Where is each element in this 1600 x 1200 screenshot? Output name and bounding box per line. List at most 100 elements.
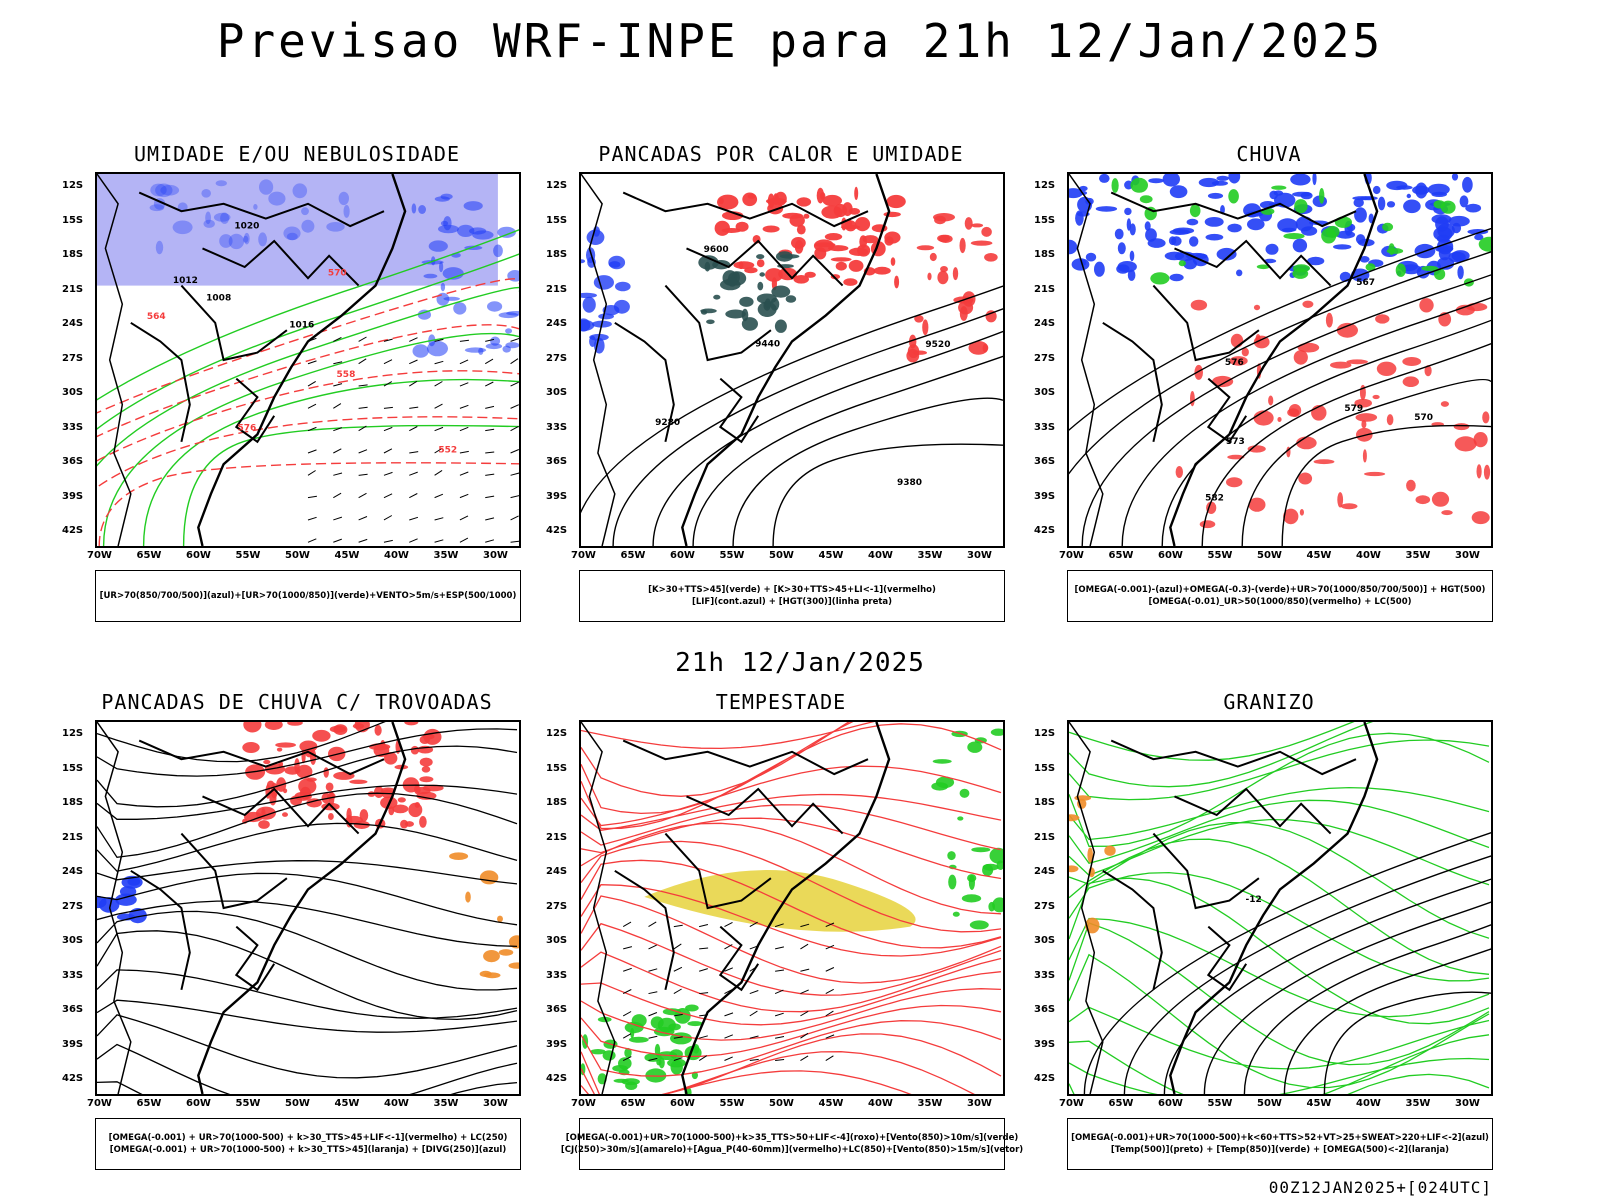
latitude-label: 33S	[62, 421, 84, 433]
west-coastline	[97, 722, 132, 1094]
legend-line: [UR>70(850/700/500)](azul)+[UR>70(1000/8…	[99, 591, 517, 601]
latitude-label: 15S	[62, 214, 84, 226]
streamlines-250	[97, 722, 518, 1094]
panel-title: PANCADAS POR CALOR E UMIDADE	[598, 142, 964, 166]
latitude-label: 27S	[546, 352, 568, 364]
panel-title: TEMPESTADE	[715, 690, 847, 714]
contour-label: 573	[1226, 437, 1245, 447]
longitude-label: 65W	[1108, 550, 1134, 561]
map-panel: TEMPESTADE 12S 15S 18S 21S 24S 27S 30S 33S 36S 39S…	[542, 690, 1023, 1178]
wind-vectors	[307, 336, 519, 543]
state-border	[138, 191, 385, 228]
state-border	[1110, 739, 1357, 776]
latitude-label: 30S	[546, 935, 568, 946]
map-panel: GRANIZO -12 12S 15S 18S 21S 24S 27S 30S 33S 36S 39S…	[1030, 690, 1508, 1178]
longitude-label: 35W	[433, 550, 459, 561]
east-coastline	[1169, 722, 1379, 1094]
longitude-label: 45W	[334, 1098, 360, 1109]
east-coastline	[197, 174, 407, 546]
panel-legend: [OMEGA(-0.001)+UR>70(1000-500)+k>35_TTS>…	[561, 1118, 1023, 1170]
map-canvas: 1008 1012 1016 1020 576 570 564 558 552	[97, 174, 519, 546]
contour-label: 1020	[234, 222, 259, 232]
longitude-label: 30W	[483, 550, 508, 561]
longitude-label: 30W	[1455, 1098, 1480, 1109]
contour-label: 579	[1344, 404, 1363, 414]
legend-line: [OMEGA(-0.001)-(azul)+OMEGA(-0.3)-(verde…	[1074, 585, 1486, 595]
state-border	[1110, 191, 1357, 228]
latitude-label: 18S	[546, 249, 568, 260]
legend-line: [OMEGA(-0.001)+UR>70(1000-500)+k<60+TTS>…	[1071, 1133, 1489, 1143]
latitude-label: 12S	[546, 728, 568, 739]
legend-line: [OMEGA(-0.001) + UR>70(1000-500) + k>30_…	[109, 1145, 507, 1155]
temp-500-contours	[1083, 722, 1491, 1094]
map-panel: PANCADAS POR CALOR E UMIDADE 9600 9520 9440…	[542, 142, 1020, 630]
longitude-label: 55W	[1207, 550, 1233, 561]
longitude-label: 50W	[285, 1098, 310, 1109]
state-border	[180, 284, 288, 362]
longitude-label: 40W	[384, 550, 409, 561]
latitude-label: 33S	[62, 969, 84, 981]
panel-legend: [OMEGA(-0.001) + UR>70(1000-500) + k>30_…	[95, 1118, 521, 1170]
longitude-label: 65W	[620, 1098, 646, 1109]
longitude-label: 45W	[818, 550, 844, 561]
longitude-label: 35W	[1405, 550, 1431, 561]
longitude-label: 60W	[186, 1098, 211, 1109]
legend-line: [CJ(250)>30m/s](amarelo)+[Agua_P(40-60mm…	[560, 1145, 1024, 1155]
humidity-blue-area	[411, 193, 519, 358]
longitude-label: 30W	[967, 1098, 992, 1109]
longitude-label: 60W	[1158, 1098, 1183, 1109]
latitude-label: 42S	[62, 1073, 84, 1084]
legend-line: [LIF](cont.azul) + [HGT(300)](linha pret…	[691, 597, 893, 607]
east-coastline	[681, 722, 891, 1094]
contour-label: 552	[438, 446, 457, 456]
state-border	[622, 191, 869, 228]
state-border	[138, 739, 385, 776]
latitude-label: 36S	[62, 1004, 84, 1015]
map-panel: CHUVA 582 579 576 573 570 567 12S 15S 18S 21S 24S 27…	[1030, 142, 1508, 630]
west-coastline	[581, 174, 616, 546]
state-border	[1206, 377, 1248, 444]
east-coastline	[1169, 174, 1379, 546]
run-footer: 00Z12JAN2025+[024UTC]	[1268, 1178, 1492, 1197]
temp-850-contours	[1069, 722, 1490, 1094]
contour-label: 9280	[655, 418, 680, 428]
latitude-label: 42S	[1034, 525, 1056, 536]
map-plot: -12	[1067, 720, 1493, 1096]
longitude-label: 70W	[571, 1098, 596, 1109]
state-border	[718, 377, 760, 444]
latitude-label: 18S	[62, 249, 84, 260]
west-coastline	[581, 722, 616, 1094]
height-500-contours	[1069, 200, 1491, 546]
longitude-label: 45W	[1306, 1098, 1332, 1109]
state-border	[1206, 925, 1248, 992]
latitude-label: 18S	[546, 797, 568, 808]
storm-red-area-east	[906, 213, 998, 363]
thickness-contours	[97, 278, 519, 546]
longitude-label: 30W	[1455, 550, 1480, 561]
panel-title: GRANIZO	[1223, 690, 1315, 714]
humidity-blue-area-north	[149, 179, 350, 255]
longitude-label: 50W	[769, 1098, 794, 1109]
latitude-label: 24S	[1034, 318, 1056, 329]
state-border	[718, 925, 760, 992]
latitude-label: 39S	[62, 490, 84, 502]
legend-line: [OMEGA(-0.001) + UR>70(1000-500) + k>30_…	[108, 1133, 508, 1143]
latitude-label: 30S	[62, 387, 84, 398]
longitude-label: 65W	[620, 550, 646, 561]
latitude-label: 39S	[62, 1038, 84, 1050]
latitude-label: 24S	[546, 318, 568, 329]
contour-label: 570	[1414, 413, 1433, 423]
latitude-label: 12S	[62, 728, 84, 739]
state-border	[1102, 869, 1163, 991]
mid-time-label: 21h 12/Jan/2025	[675, 648, 925, 678]
state-border	[1174, 787, 1332, 835]
map-plot: 9600 9520 9440 9380 9280	[579, 172, 1005, 548]
state-border	[622, 739, 869, 776]
map-canvas: 9600 9520 9440 9380 9280	[581, 174, 1003, 546]
contour-label: 558	[337, 370, 356, 380]
longitude-label: 40W	[1356, 1098, 1381, 1109]
divergence-blue-area	[97, 875, 147, 924]
map-plot	[95, 720, 521, 1096]
state-border	[234, 377, 276, 444]
low-level-jet-green-area	[581, 1004, 703, 1094]
